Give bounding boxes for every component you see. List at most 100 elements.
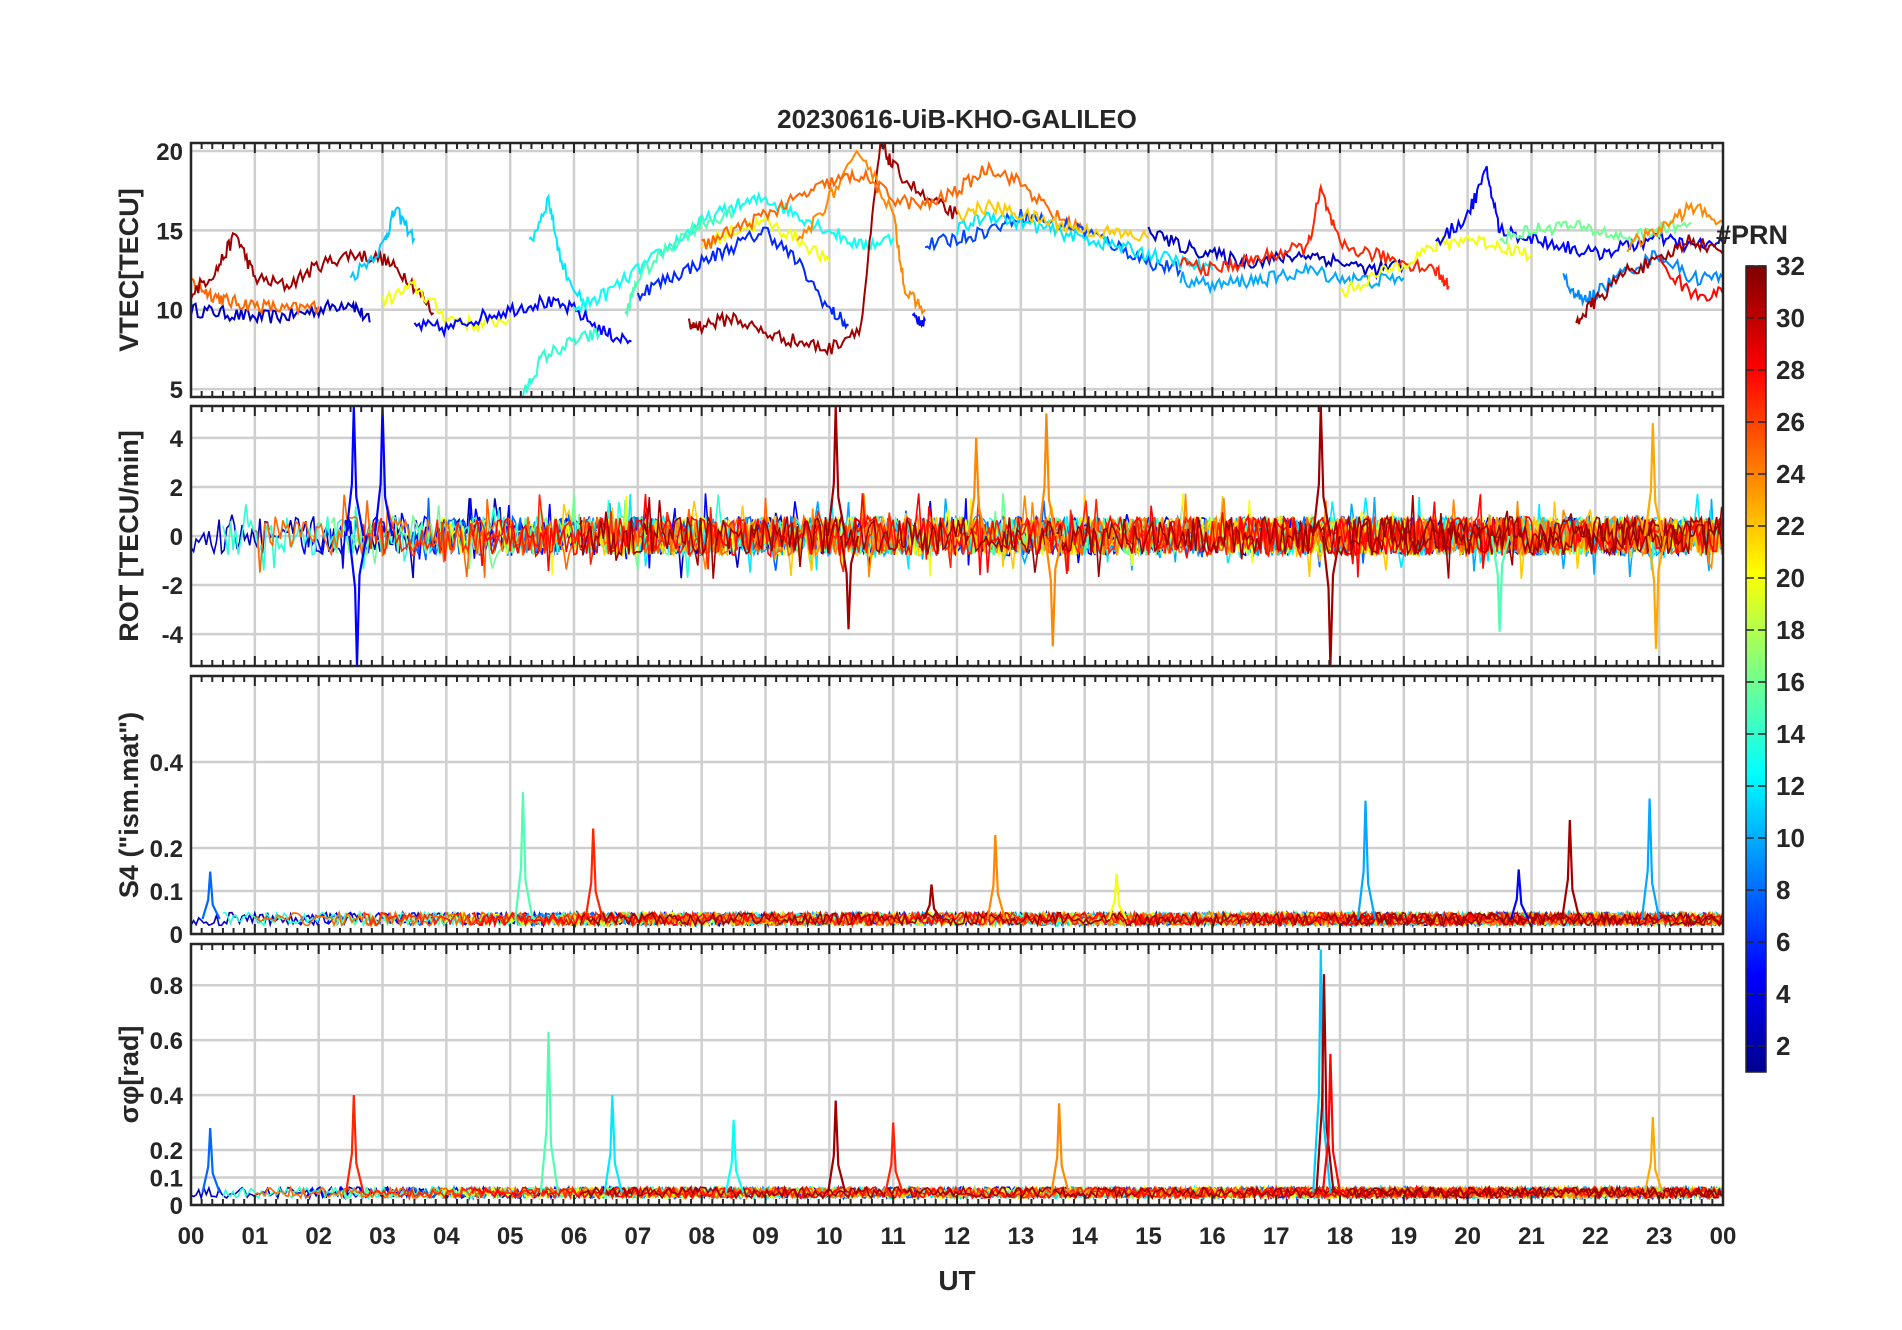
x-tick-label: 20 (1454, 1223, 1481, 1250)
series-line-prn-24 (1626, 200, 1723, 253)
series-line-prn-28 (471, 493, 1494, 578)
series-line-prn-12 (528, 193, 588, 314)
chart-title: 20230616-UiB-KHO-GALILEO (777, 104, 1137, 134)
y-tick-label: 15 (156, 218, 183, 245)
data-lines (191, 406, 1723, 666)
spike-prn-10 (1356, 800, 1377, 920)
y-tick-label: 0 (170, 1193, 183, 1220)
x-tick-label: 12 (944, 1223, 971, 1250)
spike-prn-28 (1321, 1053, 1342, 1193)
series-line-prn-31 (579, 1184, 1723, 1201)
colorbar-tick-label: 12 (1776, 771, 1805, 801)
x-axis-label: UT (938, 1265, 975, 1296)
spike-prn-31 (827, 1100, 847, 1193)
x-tick-label: 04 (433, 1223, 460, 1250)
series-line-prn-25 (191, 277, 320, 317)
series-line-prn-31 (579, 495, 1723, 579)
spike-prn-31 (1321, 535, 1342, 666)
spike-prn-5 (348, 535, 368, 666)
y-tick-label: -4 (162, 622, 184, 649)
panel-vtec: 5 10 15 20 VTEC[TECU] (114, 139, 1725, 404)
spike-prn-13 (724, 1119, 745, 1193)
spike-prn-31 (1561, 819, 1581, 920)
spike-prn-5 (1510, 869, 1530, 920)
spike-prn-20 (1107, 873, 1128, 920)
y-axis-label: σφ[rad] (114, 1026, 144, 1124)
colorbar-tick-label: 4 (1776, 979, 1791, 1009)
x-tick-label: 00 (1710, 1223, 1737, 1250)
x-tick-label: 07 (624, 1223, 651, 1250)
spike-prn-23 (1647, 535, 1667, 649)
x-tick-label: 15 (1135, 1223, 1162, 1250)
y-axis-label: VTEC[TECU] (114, 188, 144, 352)
x-tick-label: 16 (1199, 1223, 1226, 1250)
colorbar-tick-label: 30 (1776, 303, 1805, 333)
colorbar-tick-label: 32 (1776, 251, 1805, 281)
spike-prn-15 (514, 792, 534, 920)
series-line-prn-31 (191, 231, 435, 316)
series-line-prn-22 (956, 198, 1150, 242)
y-axis-label: S4 ("ism.mat") (114, 712, 144, 898)
colorbar-gradient (1745, 265, 1767, 1073)
data-lines (191, 143, 1723, 397)
colorbar-tick-label: 28 (1776, 355, 1805, 385)
x-tick-label: 13 (1007, 1223, 1034, 1250)
data-lines (191, 949, 1723, 1202)
spike-prn-24 (967, 437, 987, 537)
series-line-prn-27 (1179, 182, 1450, 290)
y-tick-label: 2 (170, 475, 183, 502)
colorbar-tick-label: 22 (1776, 511, 1805, 541)
x-tick-label: 08 (688, 1223, 715, 1250)
y-tick-label: 0.2 (150, 1138, 183, 1165)
series-line-prn-5 (911, 312, 927, 329)
x-tick-label: 06 (561, 1223, 588, 1250)
spike-prn-23 (1644, 423, 1664, 537)
series-line-prn-5 (1435, 165, 1723, 261)
panel-sigma_phi: 00.10.2 0.4 0.6 0.8σφ[rad] (114, 942, 1725, 1220)
y-tick-label: 0.4 (150, 750, 184, 777)
series-line-prn-20 (1339, 234, 1533, 298)
x-tick-label: 00 (178, 1223, 205, 1250)
spike-prn-24 (1044, 535, 1064, 647)
y-tick-label: 0 (170, 524, 183, 551)
colorbar-tick-label: 16 (1776, 667, 1805, 697)
spike-prn-27 (884, 1122, 904, 1193)
spike-prn-27 (584, 828, 604, 920)
series-line-prn-12 (956, 210, 1214, 273)
spike-prn-24 (1050, 1103, 1070, 1193)
spike-prn-10 (1640, 798, 1661, 920)
panel-s4: 0 0.1 0.2 0.4S4 ("ism.mat") (114, 674, 1725, 949)
spike-prn-31 (1315, 974, 1335, 1193)
x-tick-label: 17 (1263, 1223, 1290, 1250)
colorbar-tick-label: 6 (1776, 927, 1790, 957)
y-tick-label: 0.6 (150, 1028, 183, 1055)
colorbar-tick-label: 14 (1776, 719, 1805, 749)
y-tick-label: 0.4 (150, 1083, 184, 1110)
series-line-prn-16 (1499, 219, 1692, 246)
series-line-prn-31 (1345, 515, 1723, 557)
series-line-prn-6 (636, 226, 850, 330)
x-tick-labels: 00 01 02 03 04 05 06 07 08 09 10 11 12 13 14 15 16 17 18 19… (178, 1223, 1737, 1250)
y-tick-label: 0.8 (150, 973, 183, 1000)
spike-prn-31 (1312, 406, 1332, 537)
y-tick-label: -2 (162, 573, 183, 600)
x-tick-label: 09 (752, 1223, 779, 1250)
x-tick-label: 14 (1071, 1223, 1098, 1250)
series-line-prn-11 (349, 206, 416, 282)
series-line-prn-10 (1179, 261, 1405, 296)
y-tick-label: 0.2 (150, 836, 183, 863)
spike-prn-8 (201, 871, 221, 920)
spike-prn-12 (603, 1095, 623, 1193)
colorbar-tick-label: 18 (1776, 615, 1805, 645)
colorbar-tick-label: 24 (1776, 459, 1805, 489)
series-line-prn-28 (1658, 256, 1723, 302)
y-tick-label: 10 (156, 298, 183, 325)
series-line-prn-31 (687, 143, 958, 357)
y-tick-label: 20 (156, 139, 183, 166)
colorbar-tick-label: 8 (1776, 875, 1790, 905)
series-line-prn-15 (624, 206, 735, 318)
spike-prn-8 (201, 1128, 221, 1193)
